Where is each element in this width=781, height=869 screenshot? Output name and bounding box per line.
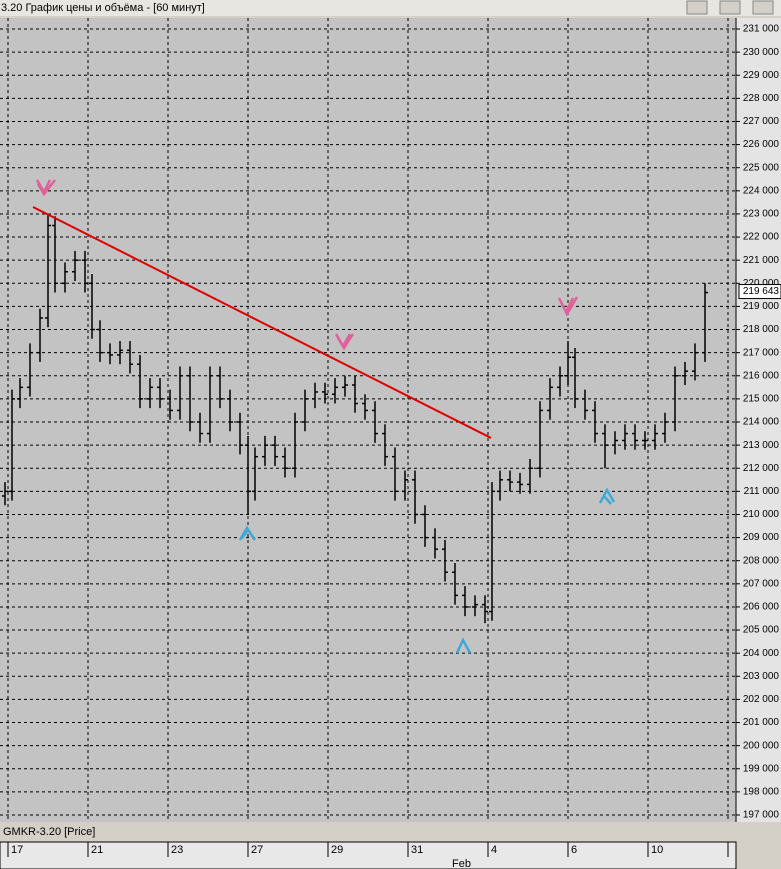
window-title: 3.20 График цены и объёма - [60 минут] <box>1 2 205 14</box>
y-tick-label: 212 000 <box>743 463 780 474</box>
y-tick-label: 203 000 <box>743 671 780 682</box>
plot: 197 000 198 000 199 000 200 000 201 000 202 0… <box>0 18 779 857</box>
y-tick-label: 226 000 <box>743 139 780 150</box>
y-tick-label: 221 000 <box>743 255 780 266</box>
y-tick-label: 230 000 <box>743 47 780 58</box>
trough-marker <box>598 487 616 505</box>
peak-marker <box>334 333 355 351</box>
y-tick-label: 219 000 <box>743 301 780 312</box>
y-tick-label: 216 000 <box>743 370 780 381</box>
close-button[interactable] <box>752 0 774 15</box>
x-tick-label: 4 <box>491 844 497 856</box>
y-tick-label: 229 000 <box>743 70 780 81</box>
trough-marker <box>238 525 257 541</box>
x-tick-label: 21 <box>91 844 103 856</box>
y-tick-label: 201 000 <box>743 717 780 728</box>
month-label: Feb <box>452 858 471 869</box>
y-tick-label: 211 000 <box>744 486 780 497</box>
y-tick-label: 208 000 <box>743 555 780 566</box>
y-tick-label: 225 000 <box>743 162 780 173</box>
status-bar <box>0 822 781 842</box>
y-tick-label: 224 000 <box>743 185 780 196</box>
title-bar <box>0 0 781 16</box>
x-tick-label: 29 <box>331 844 343 856</box>
y-tick-label: 206 000 <box>743 602 780 613</box>
y-tick-label: 198 000 <box>743 787 780 798</box>
y-tick-label: 231 000 <box>743 24 780 35</box>
y-tick-label: 202 000 <box>743 694 780 705</box>
x-tick-label: 6 <box>571 844 577 856</box>
y-tick-label: 222 000 <box>743 232 780 243</box>
x-tick-label: 17 <box>11 844 23 856</box>
trendline <box>32 206 492 439</box>
last-price-box <box>738 284 781 300</box>
y-tick-label: 215 000 <box>743 394 780 405</box>
maximize-button[interactable] <box>719 0 741 15</box>
y-tick-label: 220 000 <box>743 278 780 289</box>
y-tick-label: 217 000 <box>743 347 780 358</box>
y-tick-label: 199 000 <box>743 763 780 774</box>
minimize-button[interactable] <box>686 0 708 15</box>
y-tick-label: 223 000 <box>743 209 780 220</box>
last-price-label: 219 643 <box>743 286 780 297</box>
x-tick-label: 23 <box>171 844 183 856</box>
y-tick-label: 218 000 <box>743 324 780 335</box>
y-tick-label: 227 000 <box>743 116 780 127</box>
y-tick-label: 228 000 <box>743 93 780 104</box>
y-tick-label: 210 000 <box>743 509 780 520</box>
y-tick-label: 213 000 <box>743 440 780 451</box>
date-axis-area <box>0 841 737 869</box>
y-tick-label: 214 000 <box>743 417 780 428</box>
y-tick-label: 204 000 <box>743 648 780 659</box>
y-tick-label: 209 000 <box>743 532 780 543</box>
y-tick-label: 205 000 <box>743 625 780 636</box>
y-tick-label: 207 000 <box>743 578 780 589</box>
price-axis-area <box>736 18 781 822</box>
y-tick-label: 200 000 <box>743 740 780 751</box>
peak-marker <box>35 179 56 197</box>
trough-marker <box>455 637 472 654</box>
instrument-label: GMKR-3.20 [Price] <box>3 826 95 838</box>
plot-area <box>0 18 736 822</box>
x-tick-label: 10 <box>651 844 663 856</box>
peak-marker <box>557 296 579 317</box>
x-tick-label: 27 <box>251 844 263 856</box>
x-tick-label: 31 <box>411 844 423 856</box>
y-tick-label: 197 000 <box>743 810 780 821</box>
